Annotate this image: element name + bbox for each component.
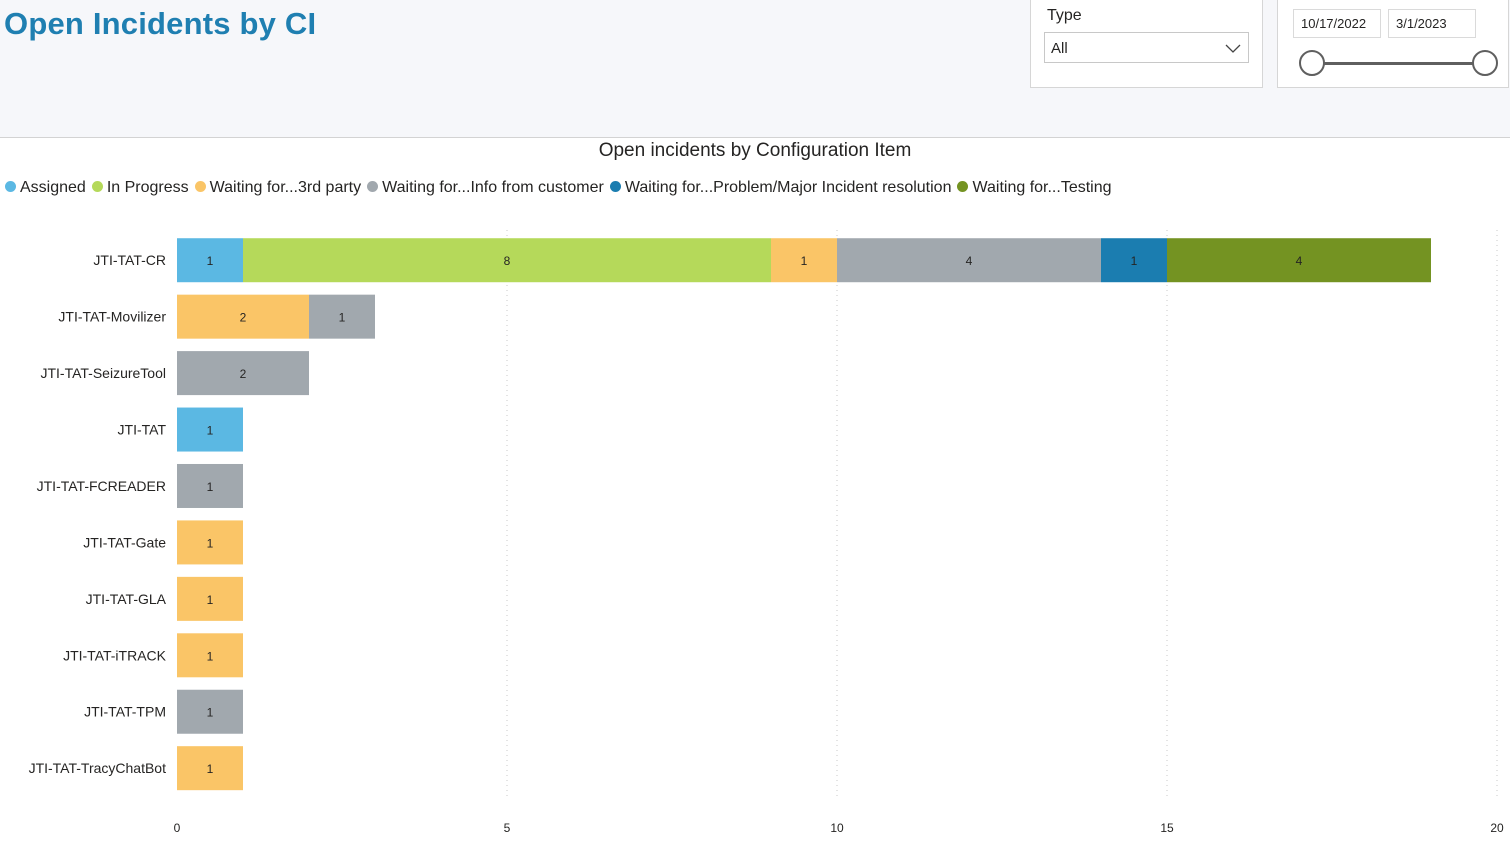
bar-segment[interactable]: [837, 238, 1101, 283]
data-label: 1: [207, 536, 214, 550]
type-dropdown-value: All: [1051, 40, 1068, 57]
bar-segment[interactable]: [177, 238, 243, 283]
category-label: JTI-TAT-SeizureTool: [40, 365, 166, 381]
data-label: 1: [207, 254, 214, 268]
date-range-slicer: 10/17/2022 3/1/2023: [1277, 0, 1509, 88]
category-label: JTI-TAT-TPM: [84, 704, 166, 720]
bar-segment[interactable]: [177, 294, 309, 339]
bar-segment[interactable]: [177, 463, 243, 508]
x-tick-label: 10: [830, 821, 844, 835]
category-label: JTI-TAT-CR: [93, 252, 166, 268]
type-slicer: Type All: [1030, 0, 1263, 88]
data-label: 1: [207, 706, 214, 720]
legend-item-waiting-for-3rd-party[interactable]: Waiting for...3rd party: [194, 179, 362, 197]
type-slicer-label: Type: [1047, 7, 1082, 24]
data-label: 2: [240, 367, 247, 381]
legend-item-waiting-for-problem-major-incident-resolution[interactable]: Waiting for...Problem/Major Incident res…: [609, 179, 952, 197]
bar-segment[interactable]: [177, 746, 243, 791]
start-date-input[interactable]: 10/17/2022: [1293, 9, 1381, 38]
data-label: 8: [504, 254, 511, 268]
legend-item-assigned[interactable]: Assigned: [5, 179, 86, 197]
bar-segment[interactable]: [177, 407, 243, 452]
date-slider-end-handle[interactable]: [1472, 50, 1498, 76]
bar-segment[interactable]: [177, 520, 243, 565]
data-label: 4: [1296, 254, 1303, 268]
legend-label: In Progress: [106, 179, 189, 196]
bar-segment[interactable]: [243, 238, 771, 283]
bar-segment[interactable]: [309, 294, 375, 339]
bar-segment[interactable]: [771, 238, 837, 283]
data-label: 4: [966, 254, 973, 268]
legend-marker: [367, 181, 379, 192]
legend-marker: [91, 181, 103, 192]
x-tick-label: 5: [504, 821, 511, 835]
category-label: JTI-TAT-GLA: [86, 591, 167, 607]
bar-segment[interactable]: [1101, 238, 1167, 283]
chevron-down-icon: [1225, 44, 1241, 53]
data-label: 1: [207, 424, 214, 438]
legend-marker: [957, 181, 969, 192]
x-tick-label: 20: [1490, 821, 1504, 835]
date-slider-start-handle[interactable]: [1299, 50, 1325, 76]
legend-label: Assigned: [20, 179, 86, 196]
data-label: 2: [240, 311, 247, 325]
category-label: JTI-TAT-Gate: [83, 534, 166, 550]
legend-item-waiting-for-info-from-customer[interactable]: Waiting for...Info from customer: [367, 179, 604, 197]
legend-label: Waiting for...3rd party: [209, 179, 362, 196]
legend-label: Waiting for...Testing: [972, 179, 1112, 196]
data-label: 1: [1131, 254, 1138, 268]
legend-label: Waiting for...Problem/Major Incident res…: [624, 179, 952, 196]
x-tick-label: 15: [1160, 821, 1174, 835]
legend-item-in-progress[interactable]: In Progress: [91, 179, 189, 197]
data-label: 1: [207, 762, 214, 776]
date-slider-track[interactable]: [1313, 62, 1485, 65]
chart-title: Open incidents by Configuration Item: [598, 140, 912, 161]
data-label: 1: [207, 649, 214, 663]
category-label: JTI-TAT: [118, 422, 167, 438]
bar-segment[interactable]: [177, 689, 243, 734]
category-label: JTI-TAT-iTRACK: [63, 647, 167, 663]
bar-segment[interactable]: [177, 351, 309, 396]
legend-item-waiting-for-testing[interactable]: Waiting for...Testing: [957, 179, 1112, 197]
data-label: 1: [339, 311, 346, 325]
data-label: 1: [207, 480, 214, 494]
legend-label: Waiting for...Info from customer: [382, 179, 604, 196]
bar-segment[interactable]: [177, 633, 243, 678]
category-label: JTI-TAT-FCREADER: [37, 478, 166, 494]
end-date-input[interactable]: 3/1/2023: [1388, 9, 1476, 38]
legend-marker: [609, 181, 621, 192]
bar-segment[interactable]: [177, 576, 243, 621]
data-label: 1: [207, 593, 214, 607]
chart-legend: Assigned In Progress Waiting for...3rd par…: [5, 179, 1118, 197]
page-title: Open Incidents by CI: [4, 6, 317, 41]
legend-marker: [194, 181, 206, 192]
x-tick-label: 0: [174, 821, 181, 835]
category-label: JTI-TAT-TracyChatBot: [29, 760, 167, 776]
legend-marker: [5, 181, 16, 192]
bar-segment[interactable]: [1167, 238, 1431, 283]
data-label: 1: [801, 254, 808, 268]
type-dropdown[interactable]: All: [1044, 32, 1249, 63]
category-label: JTI-TAT-Movilizer: [58, 309, 166, 325]
